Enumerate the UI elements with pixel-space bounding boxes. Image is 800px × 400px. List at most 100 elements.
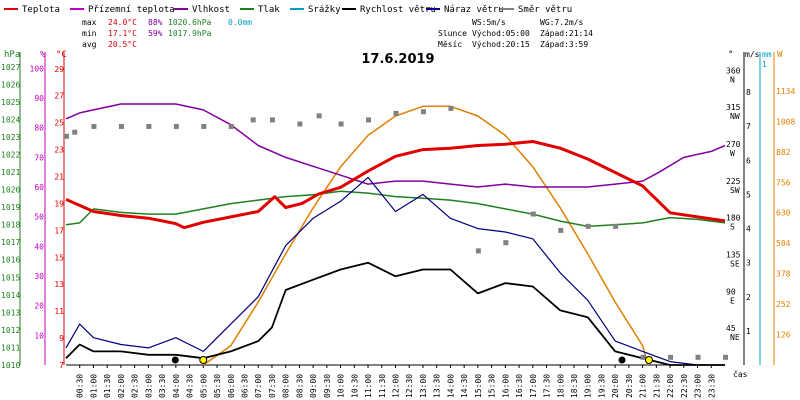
plot-area (64, 103, 728, 366)
x-tick: 11:30 (378, 374, 387, 398)
x-tick: 21:00 (639, 374, 648, 398)
stat-rain: 0.0mm (228, 18, 252, 27)
ms-tick: 4 (746, 225, 751, 234)
legend-label: Náraz větru (444, 5, 504, 15)
celsius-tick: 13 (54, 280, 64, 289)
w-unit: W (777, 50, 783, 60)
pct-tick: 80 (34, 124, 44, 133)
stats-block: max 24.0°C 88% 1020.6hPa 0.0mm min 17.1°… (82, 18, 593, 49)
legend-label: Směr větru (518, 5, 572, 15)
stat-moon-label: Měsíc (438, 40, 462, 49)
pct-unit: % (40, 50, 46, 60)
x-tick: 16:00 (501, 374, 510, 398)
stat-moonset: Západ:3:59 (540, 40, 588, 49)
x-tick: 07:00 (254, 374, 263, 398)
stat-sun-label: Slunce (438, 29, 467, 38)
wind-dir-point (316, 113, 322, 119)
stat-min-temp: 17.1°C (108, 29, 137, 38)
stat-sunrise: Východ:05:00 (472, 29, 530, 38)
wind-dir-point (173, 123, 179, 129)
ms-tick: 7 (746, 122, 751, 131)
deg-dir-label: NW (730, 112, 740, 121)
x-tick: 05:30 (213, 374, 222, 398)
wind-dir-point (72, 129, 78, 135)
hpa-tick: 1025 (1, 98, 20, 107)
x-tick: 19:00 (584, 374, 593, 398)
hpa-tick: 1021 (1, 168, 20, 177)
wind-dir-point (695, 354, 701, 360)
x-tick: 06:00 (227, 374, 236, 398)
w-tick: 504 (776, 239, 791, 248)
x-tick: 23:00 (694, 374, 703, 398)
legend-label: Rychlost větru (360, 5, 436, 15)
stat-min-label: min (82, 29, 97, 38)
pct-tick: 30 (34, 272, 44, 281)
x-tick: 12:30 (405, 374, 414, 398)
hpa-tick: 1022 (1, 150, 20, 159)
hpa-tick: 1020 (1, 186, 20, 195)
x-tick: 19:30 (597, 374, 606, 398)
sunset-marker (644, 356, 653, 364)
gust-line (65, 176, 725, 366)
stat-moonrise: Východ:20:15 (472, 40, 530, 49)
deg-dir-label: E (730, 296, 735, 305)
x-tick: 22:30 (680, 374, 689, 398)
x-tick: 20:00 (611, 374, 620, 398)
stat-max-label: max (82, 18, 97, 27)
x-tick: 06:30 (240, 374, 249, 398)
pct-tick: 40 (34, 242, 44, 251)
deg-tick: 180 (726, 214, 741, 223)
x-tick: 15:30 (488, 374, 497, 398)
x-tick: 10:30 (350, 374, 359, 398)
ms-unit: m/s (745, 50, 760, 59)
wind-dir-point (613, 223, 619, 229)
wind-dir-point (448, 105, 454, 111)
wind-dir-point (201, 123, 207, 129)
celsius-tick: 15 (54, 253, 64, 262)
mm-unit: mm (762, 50, 772, 59)
stat-min-press: 1017.9hPa (168, 29, 212, 38)
x-tick: 20:30 (625, 374, 634, 398)
x-tick: 13:00 (419, 374, 428, 398)
x-tick: 12:00 (392, 374, 401, 398)
w-tick: 882 (776, 148, 791, 157)
hpa-tick: 1023 (1, 133, 20, 142)
x-tick: 18:30 (570, 374, 579, 398)
wind-dir-point (723, 354, 728, 360)
hpa-unit: hPa (4, 50, 20, 60)
mm-tick: 1 (762, 60, 767, 69)
stat-avg-label: avg (82, 40, 97, 49)
stat-avg-temp: 20.5°C (108, 40, 137, 49)
wind-dir-point (118, 123, 124, 129)
wind-dir-point (338, 121, 344, 127)
w-tick: 1134 (776, 87, 795, 96)
wind-dir-point (640, 354, 646, 360)
x-tick: 01:30 (103, 374, 112, 398)
deg-tick: 45 (726, 324, 736, 333)
wind-dir-point (585, 223, 591, 229)
wind-dir-point (91, 123, 97, 129)
wind-dir-point (297, 121, 303, 127)
x-tick: 01:00 (89, 374, 98, 398)
pct-tick: 60 (34, 183, 44, 192)
stat-ws: WS:5m/s (472, 18, 506, 27)
wind-dir-point (228, 123, 234, 129)
stat-wg: WG:7.2m/s (540, 18, 584, 27)
hpa-tick: 1016 (1, 256, 20, 265)
x-tick: 16:30 (515, 374, 524, 398)
pct-tick: 10 (34, 331, 44, 340)
wind-dir-point (530, 211, 536, 217)
x-tick: 03:00 (144, 374, 153, 398)
wind-dir-point (558, 227, 564, 233)
sunrise-marker (199, 356, 208, 364)
solar-line (202, 105, 649, 366)
w-tick: 756 (776, 178, 791, 187)
x-tick: 05:00 (199, 374, 208, 398)
w-tick: 252 (776, 300, 791, 309)
stat-sunset: Západ:21:14 (540, 29, 593, 38)
w-tick: 378 (776, 270, 791, 279)
stat-min-hum: 59% (148, 29, 163, 38)
wind-speed-line (65, 261, 725, 366)
deg-dir-label: N (730, 75, 735, 84)
hpa-tick: 1010 (1, 361, 20, 370)
